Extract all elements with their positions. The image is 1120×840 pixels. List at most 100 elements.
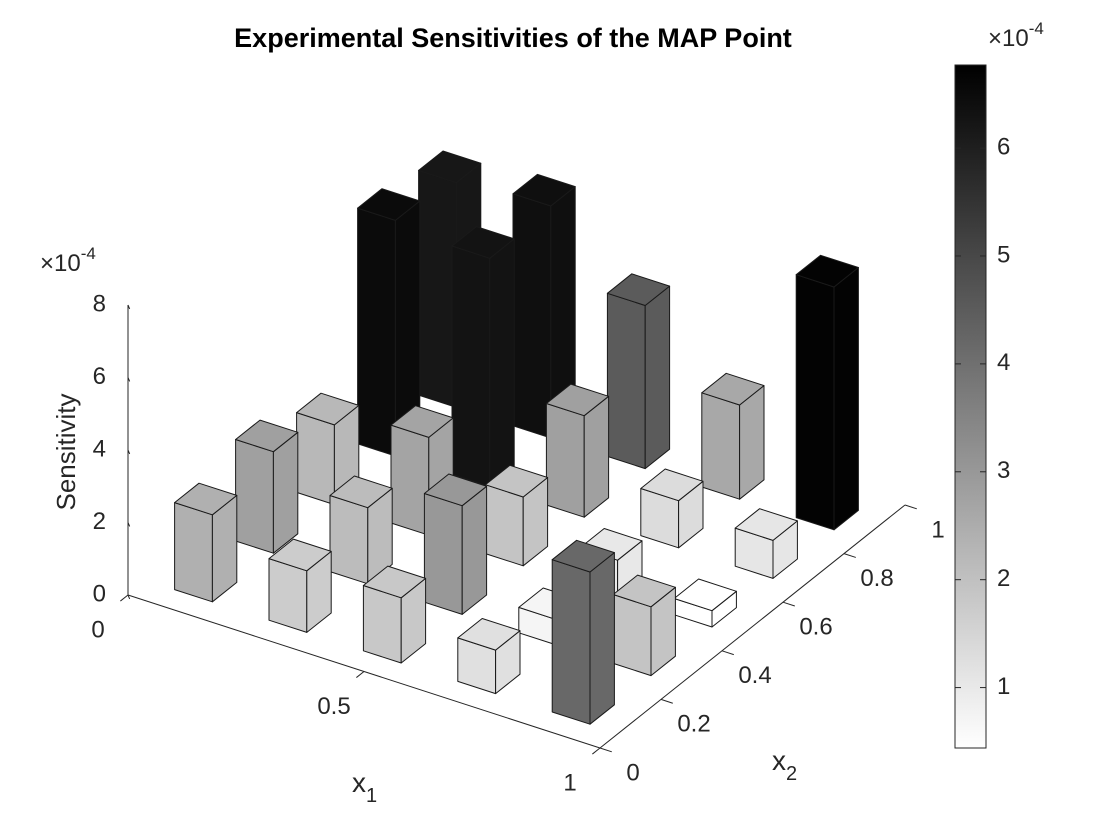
bar-front: [329, 495, 369, 585]
y-tick-label: 0: [626, 759, 639, 786]
bar-top: [357, 188, 421, 221]
y-tick: [599, 747, 612, 753]
colorbar-tick-label: 3: [997, 457, 1010, 484]
bar-front: [418, 169, 457, 408]
z-multiplier-exponent: -4: [81, 244, 96, 263]
plot-area: 0 0.5 1 0 0.2 0.4 0.6 0.8 1 0 2 4 6 8: [91, 150, 945, 796]
bar-front: [451, 245, 491, 488]
z-tick: [127, 377, 131, 382]
bar-front: [545, 403, 585, 518]
z-tick: [127, 304, 131, 310]
bar-side: [583, 395, 610, 518]
x-tick: [120, 594, 129, 602]
bar-top: [551, 539, 615, 573]
colorbar-tick-label: 1: [997, 673, 1010, 700]
bar-side: [833, 267, 859, 531]
y-tick-label: 0.2: [677, 711, 710, 738]
bar-front: [268, 558, 308, 633]
bar-top: [545, 383, 610, 417]
bar-top: [612, 574, 676, 608]
bar-top: [734, 508, 798, 541]
bar-front: [606, 292, 646, 470]
bar-top: [701, 372, 765, 406]
bar-front: [551, 559, 591, 725]
y-tick-label: 0.4: [738, 662, 771, 689]
bar-top: [606, 273, 671, 306]
bar-top: [362, 565, 427, 599]
bar-front: [701, 392, 741, 500]
bar-top: [390, 405, 454, 438]
z-tick: [127, 594, 131, 600]
bar-top: [673, 578, 737, 612]
y-tick: [721, 650, 734, 656]
y-axis-label-sub: 2: [786, 763, 797, 785]
y-tick: [782, 601, 795, 607]
y-tick: [904, 504, 917, 510]
z-tick: [127, 449, 131, 455]
bar-front: [484, 484, 524, 567]
bar-front: [612, 594, 652, 677]
z-tick-label: 0: [93, 580, 106, 607]
bar-front: [795, 274, 835, 531]
z-axis-label: Sensitivity: [51, 393, 81, 510]
bar-front: [362, 585, 402, 664]
x-tick: [356, 671, 365, 678]
y-axis-label: x2: [772, 745, 797, 785]
bar-top: [451, 226, 515, 259]
colorbar-multiplier: ×10-4: [988, 19, 1044, 52]
y-tick-label: 0.8: [860, 565, 893, 592]
y-tick-label: 0.6: [799, 614, 832, 641]
colorbar-tick-label: 5: [997, 241, 1010, 268]
colorbar-gradient: [954, 64, 987, 749]
y-axis-line: [599, 504, 906, 749]
z-tick-label: 6: [93, 363, 106, 390]
bar-top: [484, 464, 549, 498]
bar-side: [589, 552, 615, 725]
bar-top: [795, 254, 859, 288]
bar-top: [329, 475, 393, 509]
x-axis-label-text: x: [352, 767, 366, 798]
bar-side: [461, 485, 488, 615]
z-multiplier: ×10-4: [40, 244, 96, 277]
bar-top: [423, 473, 488, 507]
bar-top: [296, 392, 360, 426]
colorbar-tick-label: 2: [997, 565, 1010, 592]
bar-front: [174, 502, 213, 603]
bar-front: [423, 493, 463, 615]
bar-side: [272, 431, 299, 554]
bar-front: [235, 439, 274, 554]
colorbar: 1 2 3 4 5 6: [954, 64, 1010, 749]
y-axis-label-text: x: [772, 745, 786, 776]
bar-top: [235, 419, 299, 453]
colorbar-tick-label: 6: [997, 133, 1010, 160]
chart-title: Experimental Sensitivities of the MAP Po…: [234, 23, 792, 53]
bar-top: [640, 468, 704, 502]
x-tick-label: 0: [91, 616, 104, 643]
colorbar-multiplier-exponent: -4: [1029, 19, 1044, 38]
colorbar-multiplier-base: ×10: [988, 25, 1029, 52]
z-tick: [127, 522, 131, 527]
x-axis-label: x1: [352, 767, 377, 807]
z-tick-label: 4: [93, 435, 106, 462]
bar-front: [296, 412, 335, 506]
bar-top: [268, 538, 332, 572]
z-multiplier-base: ×10: [40, 250, 81, 277]
x-tick-label: 0.5: [317, 693, 350, 720]
y-tick-label: 1: [931, 516, 944, 543]
bar-top: [418, 150, 482, 184]
z-tick-label: 2: [93, 508, 106, 535]
x-axis-label-sub: 1: [366, 785, 377, 807]
bar-top: [174, 482, 238, 516]
bar-front: [390, 424, 430, 536]
bar-top: [457, 618, 521, 651]
colorbar-tick-label: 4: [997, 349, 1010, 376]
bar-side: [489, 238, 515, 488]
x-tick-label: 1: [563, 769, 576, 796]
bar-front: [512, 193, 552, 439]
y-tick: [660, 698, 673, 704]
bar-top: [512, 173, 576, 207]
x-tick: [592, 747, 601, 755]
y-tick: [843, 553, 856, 558]
bar-side: [644, 285, 671, 470]
